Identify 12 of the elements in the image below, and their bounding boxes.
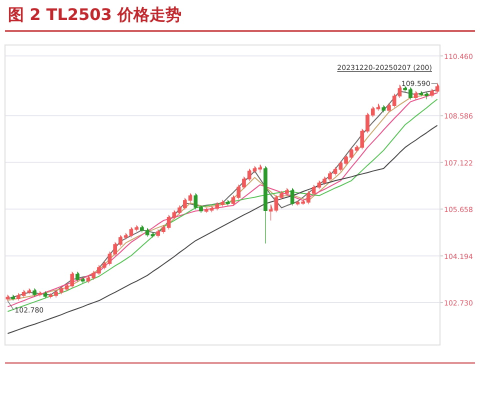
candlestick [414,91,418,100]
line-series [7,124,438,334]
candlestick [6,294,10,302]
candlestick [264,166,268,244]
candlestick [38,291,42,297]
chart-title: 图 2 TL2503 价格走势 [8,5,182,24]
candlestick [32,288,36,297]
candlestick [226,200,230,206]
candlestick [290,188,294,206]
candlestick [11,294,15,301]
candlestick [382,105,386,113]
candlestick [43,291,48,299]
